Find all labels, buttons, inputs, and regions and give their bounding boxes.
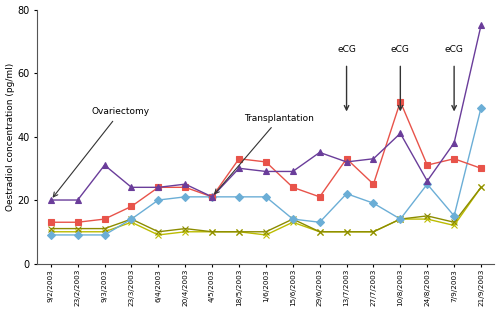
- Text: eCG: eCG: [444, 45, 464, 54]
- Text: Ovariectomy: Ovariectomy: [54, 107, 149, 197]
- Text: Transplantation: Transplantation: [214, 114, 314, 194]
- Text: eCG: eCG: [337, 45, 356, 54]
- Y-axis label: Oestradiol concentration (pg/ml): Oestradiol concentration (pg/ml): [6, 62, 15, 211]
- Text: eCG: eCG: [391, 45, 410, 54]
